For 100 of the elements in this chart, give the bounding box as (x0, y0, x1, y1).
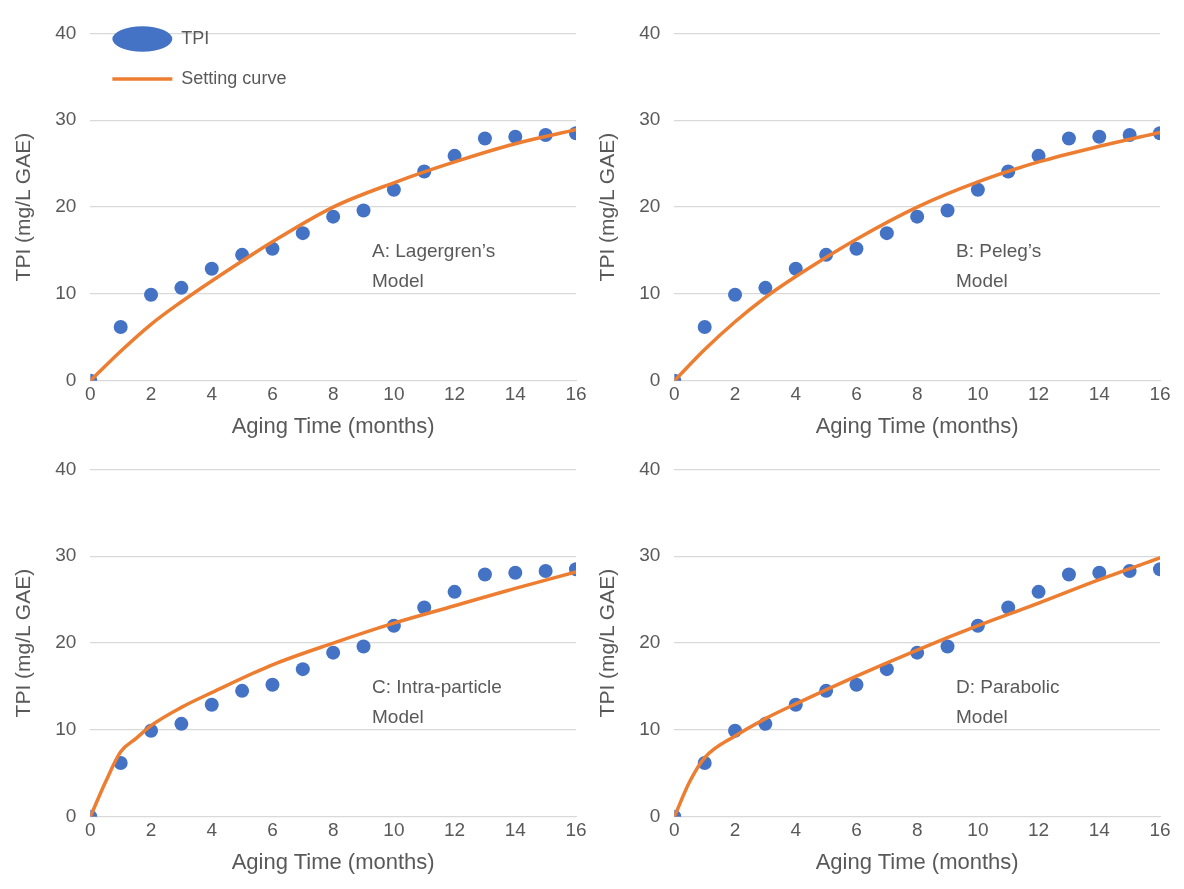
y-tick-label: 40 (55, 21, 77, 43)
point (940, 203, 955, 218)
point (1061, 131, 1076, 146)
legend-label: TPI (181, 27, 210, 48)
x-tick-label: 8 (327, 383, 339, 405)
x-tick-label: 4 (206, 383, 218, 405)
y-tick-label: 0 (65, 805, 77, 827)
x-tick-label: 2 (729, 819, 741, 841)
x-tick-label: 14 (1088, 819, 1111, 841)
x-tick-label: 4 (206, 819, 218, 841)
x-tick-label: 10 (967, 383, 989, 405)
x-tick-label: 12 (444, 819, 466, 841)
point (265, 677, 280, 692)
x-tick-label: 16 (1149, 819, 1171, 841)
y-tick-label: 20 (55, 195, 77, 217)
y-tick-label: 20 (639, 195, 661, 217)
y-tick-label: 0 (65, 369, 77, 391)
x-tick-label: 12 (1028, 383, 1050, 405)
y-axis-title: TPI (mg/L GAE) (595, 568, 619, 718)
point (326, 645, 341, 660)
point (508, 565, 523, 580)
x-tick-label: 14 (1088, 383, 1111, 405)
x-tick-label: 0 (85, 383, 96, 405)
point (477, 131, 492, 146)
annotation: A: Lagergren’s Model (372, 239, 496, 291)
point (1092, 129, 1107, 144)
point (204, 697, 219, 712)
legend-label: Setting curve (181, 67, 287, 88)
y-tick-label: 20 (639, 631, 661, 653)
point (910, 209, 925, 224)
y-tick-label: 40 (639, 457, 661, 479)
x-tick-label: 16 (1149, 383, 1171, 405)
y-tick-label: 30 (55, 544, 77, 566)
x-tick-label: 10 (967, 819, 989, 841)
point (113, 319, 128, 334)
point (174, 280, 189, 295)
y-tick-label: 30 (55, 108, 77, 130)
y-axis-title: TPI (mg/L GAE) (11, 568, 35, 718)
point (697, 319, 712, 334)
y-axis-title: TPI (mg/L GAE) (11, 132, 35, 282)
y-tick-label: 10 (55, 282, 77, 304)
point (235, 683, 250, 698)
x-tick-label: 0 (669, 383, 680, 405)
x-tick-label: 0 (669, 819, 680, 841)
point (728, 287, 743, 302)
y-tick-label: 0 (649, 805, 661, 827)
line-series (674, 556, 1160, 817)
point (174, 716, 189, 731)
x-tick-label: 10 (383, 819, 405, 841)
line-series (90, 128, 576, 381)
x-tick-label: 6 (851, 383, 862, 405)
point (204, 261, 219, 276)
x-axis-title: Aging Time (months) (231, 848, 435, 874)
x-axis-title: Aging Time (months) (231, 412, 435, 438)
x-tick-label: 2 (145, 383, 157, 405)
point (356, 639, 371, 654)
point (849, 677, 864, 692)
x-tick-label: 14 (504, 819, 527, 841)
y-tick-label: 10 (55, 718, 77, 740)
point (144, 287, 159, 302)
x-tick-label: 2 (729, 383, 741, 405)
point (1031, 584, 1046, 599)
point (538, 564, 553, 579)
annotation: B: Peleg’s Model (956, 239, 1042, 291)
point (758, 280, 773, 295)
point (508, 129, 523, 144)
point (849, 241, 864, 256)
x-axis-title: Aging Time (months) (815, 848, 1019, 874)
y-tick-label: 0 (649, 369, 661, 391)
y-tick-label: 10 (639, 718, 661, 740)
x-tick-label: 4 (790, 383, 802, 405)
y-tick-label: 20 (55, 631, 77, 653)
point (1061, 567, 1076, 582)
y-tick-label: 10 (639, 282, 661, 304)
x-tick-label: 0 (85, 819, 96, 841)
x-tick-label: 8 (911, 383, 923, 405)
x-tick-label: 10 (383, 383, 405, 405)
y-axis-title: TPI (mg/L GAE) (595, 132, 619, 282)
x-tick-label: 2 (145, 819, 157, 841)
point (295, 226, 310, 241)
point (356, 203, 371, 218)
annotation: C: Intra-particle Model (372, 675, 502, 727)
point (970, 182, 985, 197)
x-tick-label: 6 (851, 819, 862, 841)
x-tick-label: 16 (565, 383, 587, 405)
point (447, 584, 462, 599)
point (879, 226, 894, 241)
x-tick-label: 6 (267, 383, 278, 405)
y-tick-label: 30 (639, 544, 661, 566)
point (940, 639, 955, 654)
point (326, 209, 341, 224)
y-tick-label: 40 (55, 457, 77, 479)
y-tick-label: 30 (639, 108, 661, 130)
point (477, 567, 492, 582)
y-tick-label: 40 (639, 21, 661, 43)
x-tick-label: 12 (444, 383, 466, 405)
x-tick-label: 8 (327, 819, 339, 841)
x-tick-label: 12 (1028, 819, 1050, 841)
x-tick-label: 8 (911, 819, 923, 841)
annotation: D: Parabolic Model (956, 675, 1060, 727)
